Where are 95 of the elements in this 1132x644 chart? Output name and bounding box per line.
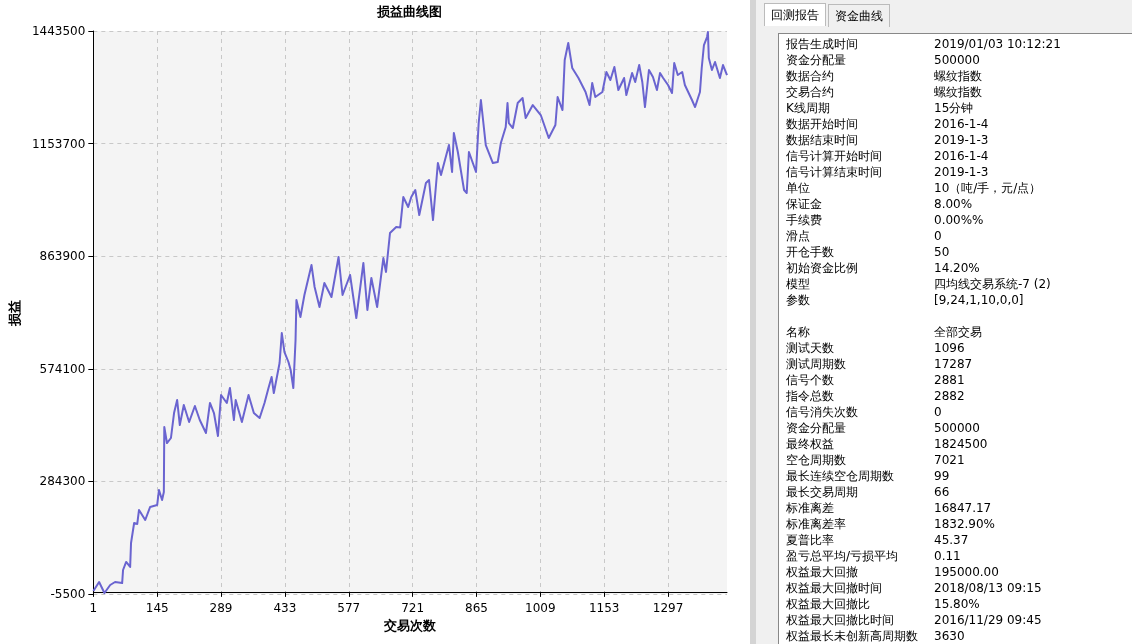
text: 最长交易周期 bbox=[786, 484, 858, 500]
text: 四均线交易系统-7 (2) bbox=[934, 276, 1051, 292]
text: 信号计算结束时间 bbox=[786, 164, 882, 180]
text: 夏普比率 bbox=[786, 532, 834, 548]
text: 权益最大回撤比 bbox=[786, 596, 870, 612]
text: 指令总数 bbox=[786, 388, 834, 404]
text: 模型 bbox=[786, 276, 810, 292]
text: 500000 bbox=[934, 52, 980, 68]
text: 手续费 bbox=[786, 212, 822, 228]
text: 0 bbox=[934, 228, 942, 244]
text: 最终权益 bbox=[786, 436, 834, 452]
text: 资金曲线 bbox=[828, 4, 890, 27]
text: 1824500 bbox=[934, 436, 988, 452]
x-tick-label: 289 bbox=[209, 601, 233, 615]
text: 2881 bbox=[934, 372, 965, 388]
text: 数据结束时间 bbox=[786, 132, 858, 148]
x-tick-label: 1153 bbox=[588, 601, 620, 615]
text: 名称 bbox=[786, 324, 810, 340]
text: 2016-1-4 bbox=[934, 148, 989, 164]
text: 45.37 bbox=[934, 532, 969, 548]
text: 标准离差 bbox=[786, 500, 834, 516]
text: 信号计算开始时间 bbox=[786, 148, 882, 164]
y-tick-label: 863900 bbox=[39, 249, 86, 264]
text: 螺纹指数 bbox=[934, 84, 982, 100]
text: 权益最大回撤时间 bbox=[786, 580, 882, 596]
text: 50 bbox=[934, 244, 950, 260]
text: 2882 bbox=[934, 388, 965, 404]
text: 10（吨/手，元/点） bbox=[934, 180, 1042, 196]
text: 回测报告 bbox=[764, 3, 826, 26]
text: 2019-1-3 bbox=[934, 164, 989, 180]
text: 权益最长未创新高周期数 bbox=[786, 628, 918, 644]
text: [9,24,1,10,0,0] bbox=[934, 292, 1024, 308]
text: 信号个数 bbox=[786, 372, 834, 388]
text: 2016/11/29 09:45 bbox=[934, 612, 1042, 628]
x-axis-title: 交易次数 bbox=[383, 617, 438, 633]
text: 资金分配量 bbox=[786, 52, 846, 68]
text: 2018/08/13 09:15 bbox=[934, 580, 1042, 596]
text: 2019/01/03 10:12:21 bbox=[934, 36, 1061, 52]
text: 17287 bbox=[934, 356, 973, 372]
text: 3630 bbox=[934, 628, 965, 644]
text: 数据合约 bbox=[786, 68, 834, 84]
text: 8.00% bbox=[934, 196, 973, 212]
x-tick-label: 1 bbox=[89, 601, 98, 615]
text: 单位 bbox=[786, 180, 810, 196]
text: 初始资金比例 bbox=[786, 260, 858, 276]
text: 15.80% bbox=[934, 596, 980, 612]
text: 0.00%% bbox=[934, 212, 984, 228]
text: 15分钟 bbox=[934, 100, 974, 116]
x-tick-label: 865 bbox=[465, 601, 488, 615]
text: 信号消失次数 bbox=[786, 404, 858, 420]
text: 数据开始时间 bbox=[786, 116, 858, 132]
text: 滑点 bbox=[786, 228, 810, 244]
text: 99 bbox=[934, 468, 950, 484]
text: 交易合约 bbox=[786, 84, 834, 100]
text: 1832.90% bbox=[934, 516, 996, 532]
text: 16847.17 bbox=[934, 500, 992, 516]
y-tick-label: 574100 bbox=[39, 361, 86, 376]
x-tick-label: 145 bbox=[145, 601, 169, 615]
text: 权益最大回撤比时间 bbox=[786, 612, 894, 628]
text: 14.20% bbox=[934, 260, 980, 276]
text: 7021 bbox=[934, 452, 965, 468]
text: 权益最大回撤 bbox=[786, 564, 858, 580]
x-tick-label: 433 bbox=[273, 601, 297, 615]
text: 盈亏总平均/亏损平均 bbox=[786, 548, 899, 564]
text: 0.11 bbox=[934, 548, 961, 564]
text: 1096 bbox=[934, 340, 965, 356]
text: 参数 bbox=[786, 292, 810, 308]
text: 标准离差率 bbox=[786, 516, 846, 532]
text: K线周期 bbox=[786, 100, 830, 116]
x-tick-label: 577 bbox=[337, 601, 361, 615]
text: 全部交易 bbox=[934, 324, 982, 340]
text: 测试周期数 bbox=[786, 356, 846, 372]
text: 500000 bbox=[934, 420, 980, 436]
y-axis-title: 损益 bbox=[7, 299, 22, 327]
text: 空仓周期数 bbox=[786, 452, 846, 468]
x-tick-label: 721 bbox=[401, 601, 425, 615]
text: 螺纹指数 bbox=[934, 68, 982, 84]
text: 2019-1-3 bbox=[934, 132, 989, 148]
y-tick-label: 284300 bbox=[39, 474, 86, 489]
text: 66 bbox=[934, 484, 950, 500]
x-tick-label: 1009 bbox=[525, 601, 556, 615]
text: 195000.00 bbox=[934, 564, 999, 580]
text: 资金分配量 bbox=[786, 420, 846, 436]
text: 测试天数 bbox=[786, 340, 834, 356]
y-tick-label: 1443500 bbox=[31, 24, 86, 38]
y-tick-label: 1153700 bbox=[31, 136, 86, 151]
text: 报告生成时间 bbox=[786, 36, 858, 52]
y-tick-label: -5500 bbox=[50, 587, 86, 601]
text: 2016-1-4 bbox=[934, 116, 989, 132]
text: 最长连续空仓周期数 bbox=[786, 468, 894, 484]
text: 保证金 bbox=[786, 196, 822, 212]
text: 开仓手数 bbox=[786, 244, 834, 260]
text: 0 bbox=[934, 404, 942, 420]
x-tick-label: 1297 bbox=[652, 601, 684, 615]
chart-title: 损益曲线图 bbox=[375, 4, 442, 19]
